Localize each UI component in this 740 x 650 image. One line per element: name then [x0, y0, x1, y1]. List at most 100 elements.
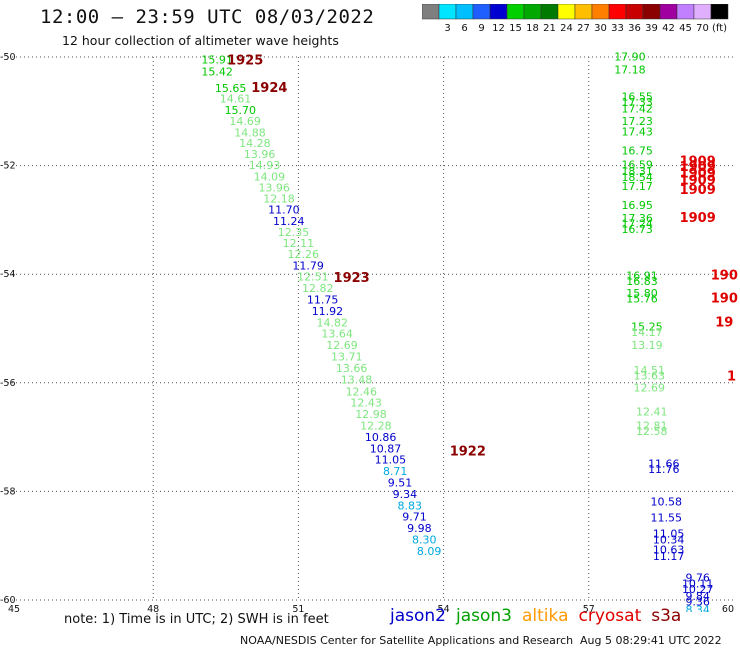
chart-title: 12:00 – 23:59 UTC 08/03/2022: [40, 6, 375, 28]
satellite-source-legend: jason2 jason3 altika cryosat s3a: [390, 606, 691, 626]
wave-height-plot: 45 48 51 54 57 60 -50 -52 -54 -56 -58 -60 15.9115.42…: [0, 50, 738, 612]
y-tick-label: -54: [0, 269, 16, 280]
x-tick-label: 60: [722, 604, 734, 612]
wave-height-point: 13.63: [634, 370, 666, 383]
wave-height-point: 14.61: [220, 93, 252, 106]
source-altika: altika: [522, 606, 569, 626]
color-bin-label: 3: [444, 23, 450, 34]
pass-number-label: 1: [727, 370, 736, 385]
color-bin-label: 9: [478, 23, 484, 34]
wave-height-point: 15.65: [215, 82, 247, 95]
color-bin-label: 70: [696, 23, 709, 34]
wave-height-point: 15.25: [631, 321, 663, 334]
wave-height-point: 11.17: [653, 550, 685, 563]
color-bin-label: 6: [461, 23, 467, 34]
source-jason3: jason3: [456, 606, 512, 626]
wave-height-point: 12.69: [326, 339, 358, 352]
pass-number-label: 1909: [680, 155, 716, 170]
wave-height-point: 14.51: [634, 364, 666, 377]
wave-height-point: 17.90: [614, 50, 646, 63]
wave-height-point: 14.93: [249, 159, 281, 172]
wave-height-point: 12.51: [297, 271, 329, 284]
wave-height-point: 17.18: [614, 63, 646, 76]
pass-number-label: 1909: [680, 160, 716, 175]
color-bin-label: 45: [679, 23, 692, 34]
pass-number-label: 1909: [680, 211, 716, 226]
footer-credit: NOAA/NESDIS Center for Satellite Applica…: [240, 634, 574, 647]
y-tick-label: -56: [0, 378, 16, 389]
wave-height-point: 17.17: [621, 180, 653, 193]
wave-height-point: 9.34: [393, 488, 418, 501]
color-bin-label: 15: [509, 23, 522, 34]
wave-height-point: 17.36: [621, 212, 653, 225]
source-s3a: s3a: [651, 606, 682, 626]
color-bin-label: 18: [526, 23, 539, 34]
wave-height-point: 15.42: [201, 65, 233, 78]
y-tick-label: -60: [0, 595, 16, 606]
wave-height-point: 16.83: [626, 275, 658, 288]
wave-height-point: 9.84: [685, 590, 710, 603]
color-bin-label: 39: [645, 23, 658, 34]
pass-number-label: 190: [711, 291, 738, 306]
wave-height-point: 11.76: [648, 463, 680, 476]
wave-height-point: 10.58: [650, 496, 682, 509]
wave-height-point: 12.82: [302, 282, 334, 295]
color-bin-label: (ft): [712, 23, 727, 34]
color-bin-label: 42: [662, 23, 675, 34]
wave-height-point: 14.17: [631, 326, 663, 339]
wave-height-point: 17.23: [621, 115, 653, 128]
pass-number-label: 1924: [251, 81, 287, 96]
wave-height-point: 16.91: [626, 270, 658, 283]
wave-height-point: 11.75: [307, 294, 339, 307]
wave-height-point: 10.27: [682, 583, 714, 596]
color-bin-label: 24: [560, 23, 573, 34]
wave-height-point: 16.73: [621, 223, 653, 236]
wave-height-point: 8.71: [383, 465, 408, 478]
x-tick-label: 57: [583, 604, 595, 612]
wave-height-point: 12.35: [278, 226, 310, 239]
wave-height-point: 15.70: [225, 104, 257, 117]
wave-height-point: 18.31: [621, 165, 653, 178]
footer-note: note: 1) Time is in UTC; 2) SWH is in fe…: [64, 612, 329, 627]
color-bin-label: 36: [628, 23, 641, 34]
pass-number-label: 1925: [227, 54, 263, 69]
pass-number-label: 1909: [680, 174, 716, 189]
wave-height-point: 11.24: [273, 215, 305, 228]
wave-height-point: 15.76: [626, 292, 658, 305]
pass-number-label: 190: [711, 269, 738, 284]
wave-height-point: 11.66: [648, 458, 680, 471]
color-bin-label: 12: [492, 23, 505, 34]
pass-number-label: 1909: [680, 167, 716, 182]
wave-height-point: 16.95: [621, 199, 653, 212]
wave-height-point: 13.19: [631, 339, 663, 352]
wave-height-point: 11.05: [653, 528, 685, 541]
color-bin-label: 33: [611, 23, 624, 34]
wave-height-point: 12.43: [350, 397, 382, 410]
pass-number-label: 19: [715, 315, 733, 330]
wave-height-point: 13.66: [336, 362, 368, 375]
wave-height-point: 15.91: [201, 54, 233, 67]
wave-height-point: 17.43: [621, 126, 653, 139]
wave-height-point: 12.11: [283, 237, 315, 250]
wave-height-point: 14.82: [317, 316, 349, 329]
wave-height-point: 10.87: [370, 442, 402, 455]
wave-height-point: 10.34: [653, 534, 685, 547]
x-tick-label: 51: [292, 604, 304, 612]
wave-height-point: 10.63: [653, 543, 685, 556]
x-tick-label: 48: [147, 604, 159, 612]
wave-height-point: 12.41: [636, 405, 668, 418]
wave-height-point: 13.71: [331, 351, 363, 364]
chart-subtitle: 12 hour collection of altimeter wave hei…: [62, 33, 339, 48]
wave-height-point: 12.58: [636, 425, 668, 438]
source-cryosat: cryosat: [578, 606, 642, 626]
y-tick-label: -52: [0, 161, 16, 172]
wave-height-point: 9.71: [402, 511, 427, 524]
wave-height-point: 14.09: [254, 170, 286, 183]
wave-height-point: 10.11: [682, 578, 714, 591]
wave-height-point: 9.36: [685, 595, 710, 608]
x-tick-label: 45: [8, 604, 20, 612]
wave-height-point: 8.83: [397, 499, 422, 512]
wave-height-point: 16.59: [621, 158, 653, 171]
wave-height-point: 14.28: [239, 137, 271, 150]
wave-height-point: 11.70: [268, 203, 300, 216]
